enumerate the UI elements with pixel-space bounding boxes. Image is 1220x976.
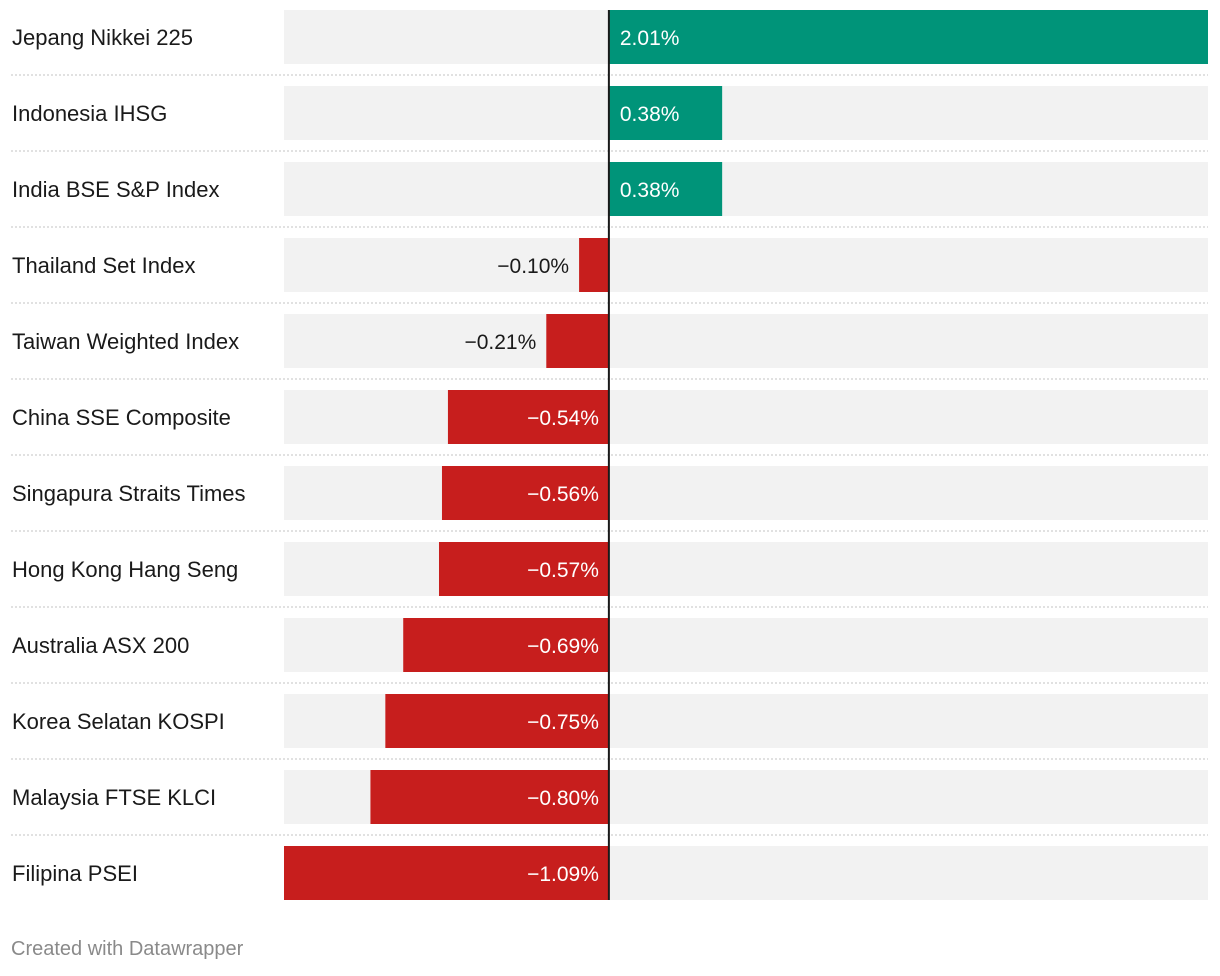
bar-track (284, 314, 1208, 368)
value-label: −0.21% (464, 331, 536, 354)
value-bar (441, 466, 609, 520)
bar-track (284, 162, 1208, 216)
value-bar (370, 770, 609, 824)
bar-track (284, 542, 1208, 596)
category-label: China SSE Composite (12, 405, 231, 430)
value-bar (447, 390, 609, 444)
value-bar (438, 542, 609, 596)
value-bar (608, 162, 723, 216)
category-label: Malaysia FTSE KLCI (12, 785, 216, 810)
value-label: −0.69% (527, 635, 599, 658)
value-bar (608, 86, 723, 140)
value-label: 0.38% (620, 103, 680, 126)
bar-track (284, 86, 1208, 140)
value-label: −0.80% (527, 787, 599, 810)
bar-track (284, 390, 1208, 444)
category-label: Filipina PSEI (12, 861, 138, 886)
bar-chart: Jepang Nikkei 225 2.01% Indonesia IHSG 0.38… (11, 10, 1208, 900)
value-label: −0.75% (527, 711, 599, 734)
value-bar (284, 846, 609, 900)
category-label: Thailand Set Index (12, 253, 195, 278)
value-bar (546, 314, 609, 368)
value-label: 2.01% (620, 27, 680, 50)
value-label: −1.09% (527, 863, 599, 886)
category-label: Singapura Straits Times (12, 481, 246, 506)
bar-track (284, 466, 1208, 520)
category-label: India BSE S&P Index (12, 177, 220, 202)
bar-track (284, 238, 1208, 292)
value-label: −0.57% (527, 559, 599, 582)
value-label: −0.56% (527, 483, 599, 506)
datawrapper-credit: Created with Datawrapper (11, 938, 244, 960)
category-label: Taiwan Weighted Index (12, 329, 239, 354)
category-label: Australia ASX 200 (12, 633, 189, 658)
value-bar (403, 618, 609, 672)
value-bar (385, 694, 609, 748)
value-label: −0.10% (497, 255, 569, 278)
value-bar (608, 10, 1208, 64)
value-label: 0.38% (620, 179, 680, 202)
value-bar (579, 238, 609, 292)
category-label: Jepang Nikkei 225 (12, 25, 193, 50)
category-label: Hong Kong Hang Seng (12, 557, 238, 582)
value-label: −0.54% (527, 407, 599, 430)
category-label: Indonesia IHSG (12, 101, 167, 126)
category-label: Korea Selatan KOSPI (12, 709, 225, 734)
